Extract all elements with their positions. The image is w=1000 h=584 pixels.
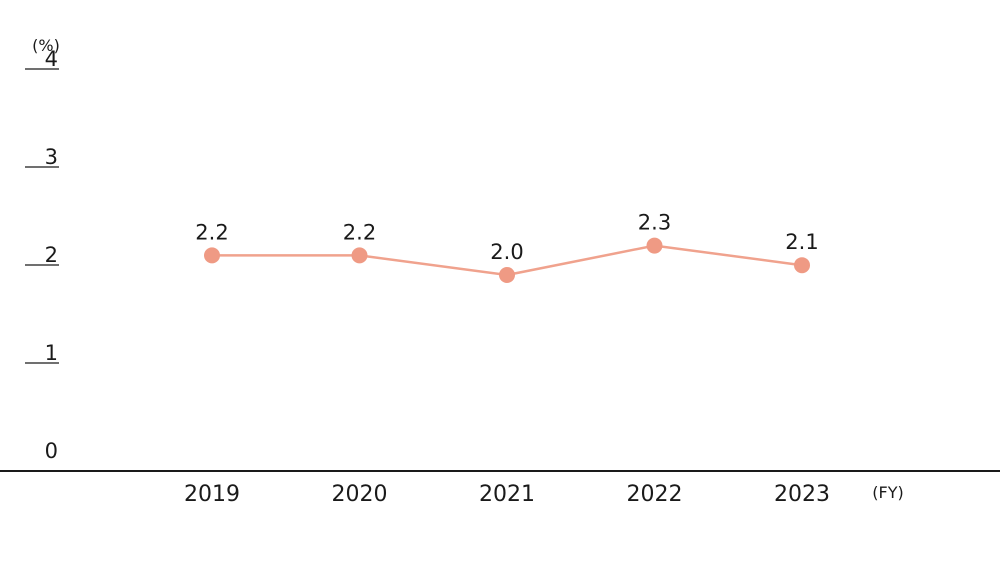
y-tick-label: 0 bbox=[45, 439, 58, 463]
x-tick-label: 2022 bbox=[627, 482, 683, 507]
y-tick-label: 1 bbox=[45, 341, 58, 365]
data-point bbox=[646, 237, 663, 254]
x-axis: 2019 2020 2021 2022 2023 bbox=[184, 482, 830, 507]
data-label: 2.1 bbox=[785, 230, 818, 254]
x-axis-unit: (FY) bbox=[872, 483, 903, 502]
y-axis: 0 1 2 3 4 bbox=[25, 47, 59, 463]
data-point bbox=[204, 247, 220, 264]
x-tick-label: 2019 bbox=[184, 482, 240, 507]
y-tick-label: 2 bbox=[45, 243, 58, 267]
data-points bbox=[204, 237, 810, 283]
y-tick-label: 4 bbox=[45, 47, 58, 71]
data-point bbox=[794, 257, 810, 274]
data-label: 2.2 bbox=[343, 220, 376, 244]
x-tick-label: 2021 bbox=[479, 482, 535, 507]
x-tick-label: 2020 bbox=[332, 482, 388, 507]
data-label: 2.0 bbox=[490, 240, 523, 264]
y-axis-unit: (%) bbox=[32, 36, 60, 55]
data-label: 2.2 bbox=[195, 220, 228, 244]
data-label: 2.3 bbox=[638, 211, 671, 235]
data-point bbox=[499, 267, 515, 283]
x-tick-label: 2023 bbox=[774, 482, 830, 507]
data-labels: 2.2 2.2 2.0 2.3 2.1 bbox=[195, 211, 818, 264]
y-tick-label: 3 bbox=[45, 145, 58, 169]
data-point bbox=[351, 247, 368, 264]
